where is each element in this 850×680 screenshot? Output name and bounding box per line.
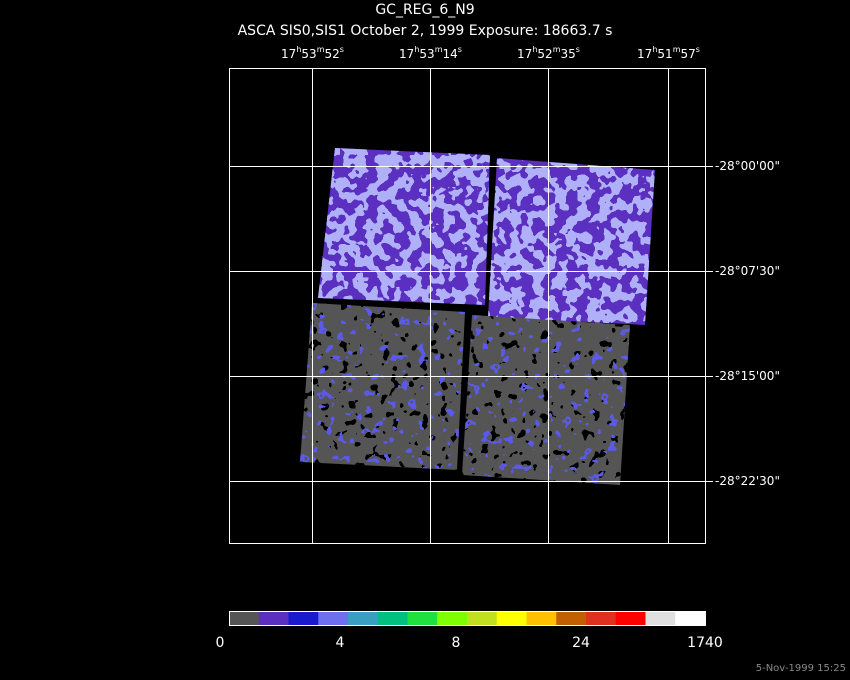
ra-part: h <box>652 45 657 54</box>
ra-label: 17h51m57s <box>637 45 700 61</box>
ra-part: h <box>532 45 537 54</box>
subtitle: ASCA SIS0,SIS1 October 2, 1999 Exposure:… <box>238 23 613 39</box>
colorbar-swatch <box>675 611 706 625</box>
ra-part: 17 <box>517 47 532 61</box>
colorbar-label: 8 <box>452 635 461 651</box>
colorbar-swatch <box>348 611 379 625</box>
ra-part: 17 <box>399 47 414 61</box>
colorbar-swatch <box>496 611 527 625</box>
colorbar-label: 0 <box>216 635 225 651</box>
ra-part: 51 <box>657 47 672 61</box>
ra-label: 17h53m14s <box>399 45 462 61</box>
colorbar-swatch <box>437 611 468 625</box>
ra-part: s <box>458 45 462 54</box>
colorbar-swatch <box>645 611 676 625</box>
colorbar-swatch <box>258 611 289 625</box>
ra-part: m <box>553 45 561 54</box>
ra-part: 57 <box>680 47 695 61</box>
colorbar-swatch <box>229 611 260 625</box>
ra-part: s <box>576 45 580 54</box>
axis-labels: 17h53m52s 17h53m14s 17h52m35s 17h51m57s-28°… <box>281 45 780 489</box>
dec-label: -28°22'30" <box>715 474 780 488</box>
colorbar-swatch <box>556 611 587 625</box>
colorbar-swatch <box>526 611 557 625</box>
ra-part: m <box>673 45 681 54</box>
colorbar-swatch <box>615 611 646 625</box>
dec-label: -28°07'30" <box>715 264 780 278</box>
colorbar: 0 4 8 24 1740 <box>216 611 723 651</box>
ra-label: 17h52m35s <box>517 45 580 61</box>
ra-part: 52 <box>537 47 552 61</box>
colorbar-label: 24 <box>572 635 590 651</box>
colorbar-frame <box>229 611 706 626</box>
timestamp: 5-Nov-1999 15:25 <box>756 663 846 674</box>
ra-part: s <box>340 45 344 54</box>
colorbar-swatch <box>467 611 498 625</box>
ra-part: m <box>435 45 443 54</box>
ra-part: h <box>414 45 419 54</box>
title: GC_REG_6_N9 <box>375 2 474 18</box>
colorbar-label: 1740 <box>687 635 723 651</box>
ra-part: 53 <box>301 47 316 61</box>
colorbar-swatch <box>377 611 408 625</box>
grid <box>229 68 705 543</box>
ra-part: m <box>317 45 325 54</box>
dec-label: -28°15'00" <box>715 369 780 383</box>
colorbar-swatch <box>288 611 319 625</box>
colorbar-swatch <box>407 611 438 625</box>
ra-part: 35 <box>560 47 575 61</box>
ra-label: 17h53m52s <box>281 45 344 61</box>
colorbar-label: 4 <box>336 635 345 651</box>
sky-image <box>300 148 655 485</box>
colorbar-swatch <box>586 611 617 625</box>
colorbar-swatch <box>318 611 349 625</box>
ra-part: 53 <box>419 47 434 61</box>
ra-part: s <box>696 45 700 54</box>
ra-part: h <box>296 45 301 54</box>
ra-part: 17 <box>637 47 652 61</box>
ra-part: 52 <box>324 47 339 61</box>
plot-frame <box>229 68 706 544</box>
dec-label: -28°00'00" <box>715 159 780 173</box>
ra-part: 14 <box>442 47 457 61</box>
ra-part: 17 <box>281 47 296 61</box>
